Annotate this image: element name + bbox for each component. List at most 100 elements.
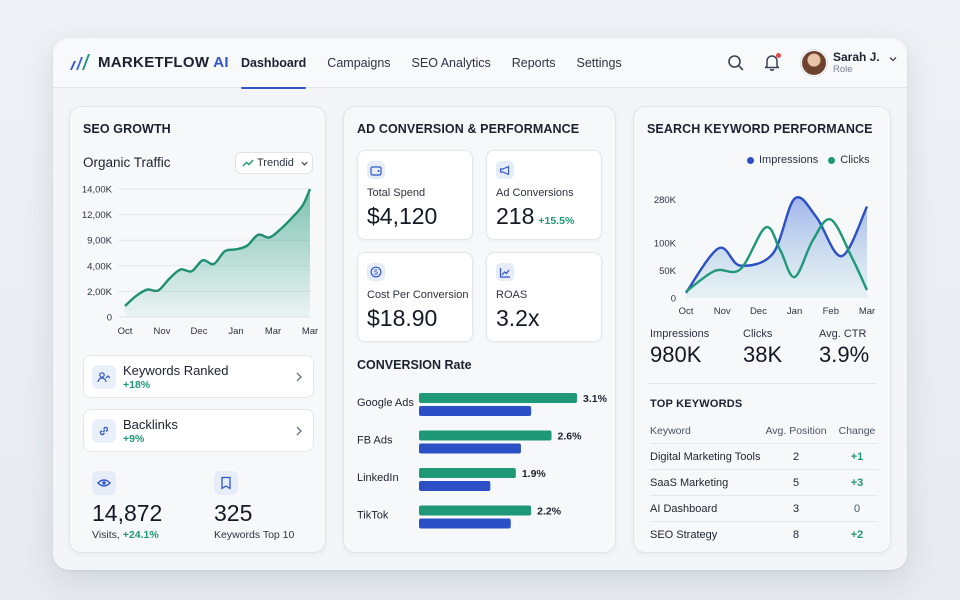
x-tick-label: Nov (714, 306, 731, 317)
legend-clicks: Clicks (828, 154, 870, 166)
table-header: Change (838, 425, 876, 437)
main-nav: Dashboard Campaigns SEO Analytics Report… (241, 38, 643, 89)
kpi-roas: ROAS 3.2x (486, 252, 602, 342)
dollar-icon: $ (367, 263, 385, 281)
wallet-icon (367, 161, 385, 179)
bar-data-label: 3.1% (583, 393, 608, 405)
kpi-delta: +15.5% (538, 215, 575, 227)
kpi-label: Total Spend (367, 187, 426, 199)
table-row[interactable]: AI Dashboard 3 0 (650, 496, 878, 522)
kpi-value: $18.90 (367, 305, 438, 331)
change-cell: +1 (850, 451, 864, 463)
traffic-line (124, 188, 312, 307)
ad-conversion-title: AD CONVERSION & PERFORMANCE (357, 122, 580, 136)
bar-blue (419, 518, 511, 529)
x-tick-label: Jan (787, 306, 802, 317)
chevron-down-icon (301, 161, 308, 166)
table-row[interactable]: Digital Marketing Tools 2 +1 (650, 444, 878, 470)
trend-dropdown-label: Trendid (257, 157, 294, 169)
top10-label: Keywords Top 10 (214, 529, 295, 541)
position-cell: 5 (792, 477, 800, 489)
user-menu[interactable]: Sarah J. Role (801, 50, 898, 76)
chevron-right-icon (296, 426, 302, 436)
nav-campaigns[interactable]: Campaigns (327, 56, 391, 70)
notifications-button[interactable] (762, 52, 782, 72)
metric-delta: +18% (123, 379, 151, 391)
keyword-cell: Digital Marketing Tools (650, 451, 761, 463)
x-tick-label: Dec (750, 306, 767, 317)
clicks-line (685, 218, 869, 293)
nav-settings[interactable]: Settings (576, 56, 622, 70)
position-cell: 8 (792, 529, 800, 541)
bar-blue (419, 443, 521, 454)
y-tick-label: 4,00K (87, 261, 112, 272)
ctr-stat-label: Avg. CTR (819, 328, 867, 340)
trend-dropdown[interactable]: Trendid (235, 152, 313, 174)
keywords-ranked-row[interactable]: Keywords Ranked +18% (83, 355, 314, 398)
traffic-area (125, 189, 310, 317)
y-tick-label: 9,00K (87, 236, 112, 247)
top10-value: 325 (214, 500, 253, 526)
bar-blue (419, 406, 532, 416)
legend-dot (747, 156, 754, 164)
kpi-ad-conversions: Ad Conversions 218 +15.5% (486, 150, 602, 240)
impressions-stat-value: 980K (650, 342, 702, 367)
kpi-total-spend: Total Spend $4,120 (357, 150, 473, 240)
x-tick-label: Jan (228, 326, 243, 337)
table-header: Avg. Position (765, 425, 827, 437)
y-tick-label: 14,00K (82, 185, 113, 196)
bar-category-label: FB Ads (357, 435, 393, 447)
kpi-value: 218 +15.5% (496, 203, 575, 229)
x-tick-label: Mar (859, 306, 875, 317)
kpi-label: ROAS (496, 289, 528, 301)
top-keywords-title: TOP KEYWORDS (650, 398, 743, 410)
kpi-cost-per-conversion: $ Cost Per Conversion $18.90 (357, 252, 473, 342)
app-window: MARKETFLOW AI Dashboard Campaigns SEO An… (53, 38, 907, 570)
keyword-cell: AI Dashboard (650, 503, 718, 515)
impressions-stat-label: Impressions (650, 328, 710, 340)
legend-label: Impressions (759, 154, 819, 166)
visits-value: 14,872 (92, 500, 163, 526)
logo-icon (70, 54, 90, 70)
bar-blue (419, 481, 491, 491)
kpi-label: Cost Per Conversion (367, 289, 469, 301)
user-role: Role (833, 64, 853, 75)
kpi-value: $4,120 (367, 203, 438, 229)
conversion-rate-title: CONVERSION Rate (357, 358, 472, 372)
table-row[interactable]: SEO Strategy 8 +2 (650, 522, 878, 548)
avatar (801, 50, 827, 76)
y-tick-label: 280K (654, 195, 677, 206)
clicks-stat-value: 38K (743, 342, 783, 367)
badge-icon (214, 471, 238, 495)
bar-category-label: Google Ads (357, 397, 414, 409)
chevron-right-icon (296, 372, 302, 382)
metric-label: Backlinks (123, 417, 178, 432)
change-cell: 0 (853, 503, 861, 515)
position-cell: 3 (792, 503, 800, 515)
table-row[interactable]: SaaS Marketing 5 +3 (650, 470, 878, 496)
nav-dashboard[interactable]: Dashboard (241, 38, 307, 89)
x-tick-label: Mar (265, 326, 281, 337)
brand-logo[interactable]: MARKETFLOW AI (69, 53, 229, 71)
trend-icon (242, 159, 254, 167)
bar-teal (419, 468, 516, 478)
nav-reports[interactable]: Reports (511, 56, 556, 70)
bar-data-label: 1.9% (522, 468, 547, 480)
y-tick-label: 0 (671, 294, 676, 305)
nav-seo-analytics[interactable]: SEO Analytics (411, 56, 491, 70)
bar-teal (419, 505, 532, 516)
top-navigation-bar: MARKETFLOW AI Dashboard Campaigns SEO An… (53, 38, 907, 89)
bar-data-label: 2.2% (537, 506, 562, 518)
top-keywords-table: Keyword Avg. Position Change Digital Mar… (650, 418, 878, 548)
seo-growth-title: SEO GROWTH (83, 122, 171, 136)
visits-label: Visits, +24.1% (92, 529, 159, 541)
svg-text:$: $ (374, 270, 378, 277)
y-tick-label: 50K (659, 266, 677, 277)
backlinks-row[interactable]: Backlinks +9% (83, 409, 314, 452)
chevron-down-icon (889, 57, 897, 62)
brand-name: MARKETFLOW AI (98, 53, 229, 71)
notification-dot (776, 53, 781, 58)
search-icon[interactable] (726, 53, 746, 73)
bell-icon (764, 55, 780, 71)
x-tick-label: Feb (823, 306, 839, 317)
